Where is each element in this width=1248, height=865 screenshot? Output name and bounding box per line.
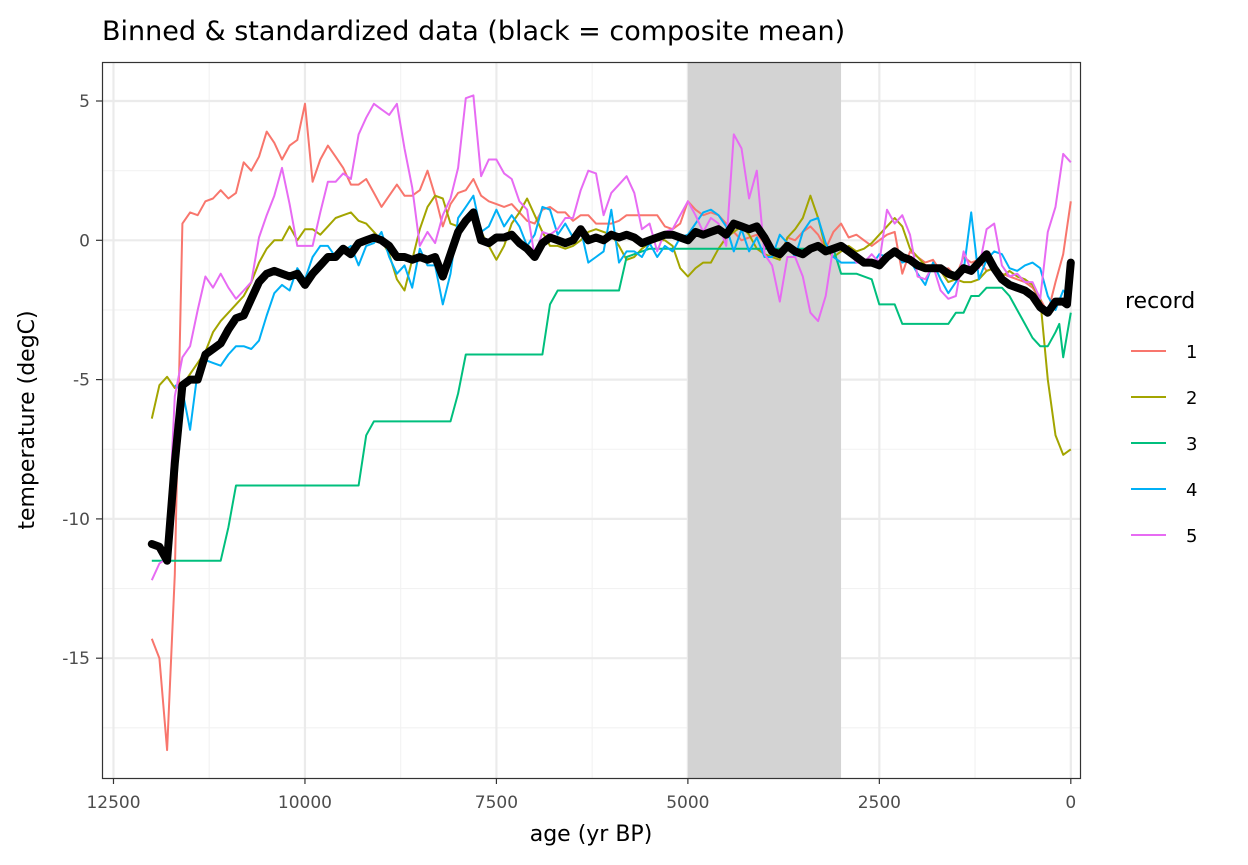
y-tick-label: -5 [73, 371, 90, 391]
x-tick-label: 7500 [475, 793, 518, 813]
legend-title: record [1125, 289, 1195, 314]
y-tick-label: 0 [79, 231, 90, 251]
panel-background [102, 62, 1080, 778]
y-tick-label: -10 [62, 510, 90, 530]
x-tick-label: 2500 [858, 793, 901, 813]
legend: record 1 2 3 4 5 [1125, 289, 1197, 547]
x-tick-label: 10000 [278, 793, 332, 813]
y-axis-title: temperature (degC) [15, 310, 40, 529]
legend-label-5: 5 [1186, 526, 1197, 547]
x-axis: 12500 10000 7500 5000 2500 0 [86, 778, 1076, 813]
plot-panel [101, 61, 1082, 780]
chart-title: Binned & standardized data (black = comp… [102, 16, 845, 47]
series-layer [147, 94, 1075, 752]
legend-label-1: 1 [1186, 342, 1197, 363]
series-line-3 [151, 247, 1072, 562]
legend-label-2: 2 [1186, 388, 1197, 409]
series-line-4 [174, 194, 1072, 431]
series-composite-mean [147, 208, 1075, 565]
series-line-5 [150, 94, 1072, 581]
x-axis-title: age (yr BP) [530, 822, 653, 847]
x-tick-label: 0 [1065, 793, 1076, 813]
legend-items: 1 2 3 4 5 [1131, 342, 1197, 547]
legend-label-3: 3 [1186, 434, 1197, 455]
y-axis: 5 0 -5 -10 -15 [62, 92, 102, 669]
legend-label-4: 4 [1186, 480, 1197, 501]
y-tick-label: -15 [62, 649, 90, 669]
panel-border [101, 61, 1082, 780]
x-tick-label: 5000 [666, 793, 709, 813]
x-tick-label: 12500 [86, 793, 140, 813]
y-tick-label: 5 [79, 92, 90, 112]
shaded-interval [687, 62, 842, 778]
